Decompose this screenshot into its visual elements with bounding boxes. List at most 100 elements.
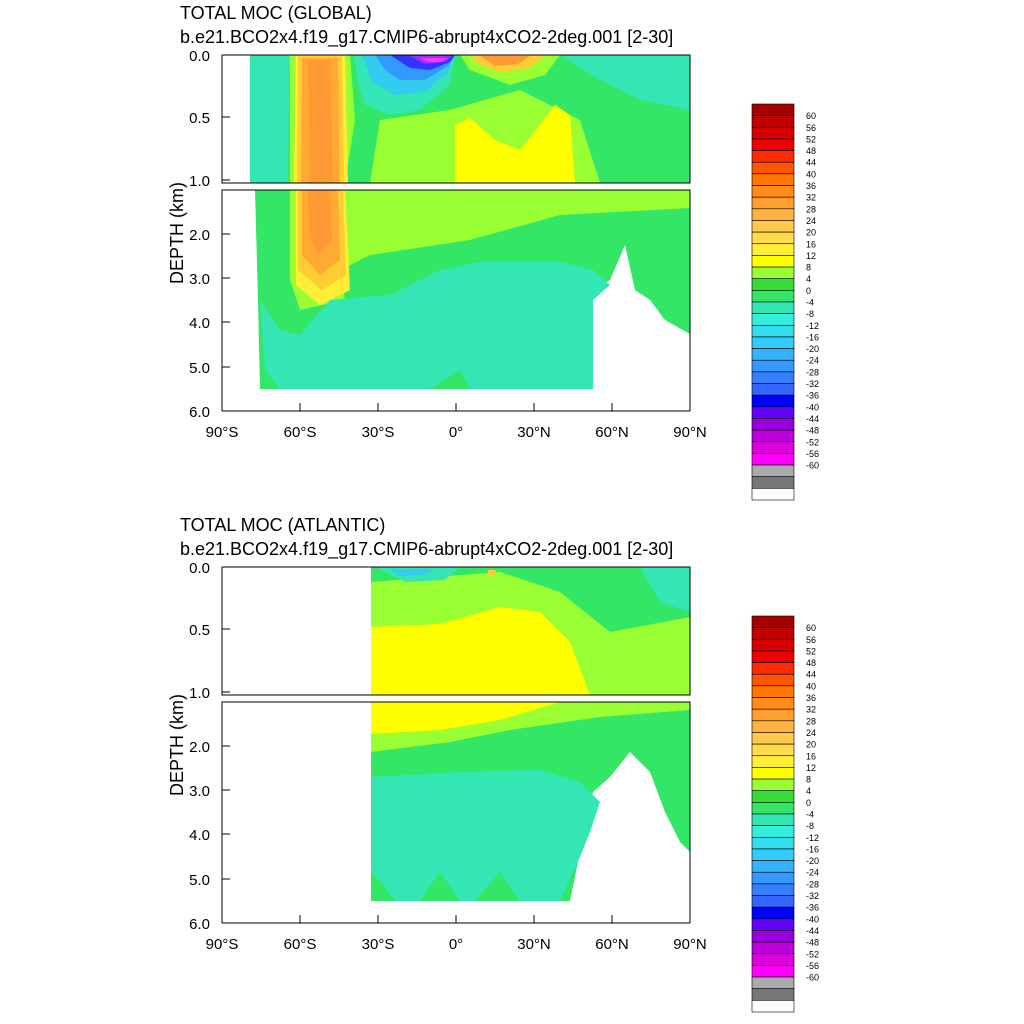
y-tick-label: 0.0 <box>189 48 210 65</box>
y-ticks-lower: 2.0 3.0 4.0 5.0 6.0 <box>189 739 230 933</box>
colorbar-swatch <box>751 988 795 1001</box>
field-20-to-24 <box>480 56 530 66</box>
field-20-to-24 <box>308 60 333 183</box>
colorbar-swatch <box>751 464 795 478</box>
colorbar-swatch <box>751 383 795 396</box>
lower-depth-field <box>222 190 690 411</box>
colorbar-label: -8 <box>806 309 814 319</box>
colorbar-label: 24 <box>806 728 816 738</box>
colorbar-label: -40 <box>806 402 819 412</box>
atlantic-moc-plot: DEPTH (km) 0.0 0.5 1.0 2.0 3.0 4.0 5.0 6… <box>167 560 819 1013</box>
colorbar-swatch <box>751 638 795 652</box>
field-8-to-12 <box>371 702 560 734</box>
colorbar-label: -24 <box>806 868 819 878</box>
colorbar-swatch <box>751 488 795 501</box>
y-axis-label: DEPTH (km) <box>167 694 187 796</box>
colorbar-swatch <box>751 848 795 861</box>
colorbar-label: -52 <box>806 437 819 447</box>
colorbar-swatch <box>751 208 795 221</box>
field-neg4-to-0 <box>250 55 290 183</box>
colorbar-label: 56 <box>806 123 816 133</box>
colorbar-swatch <box>751 290 795 303</box>
colorbar: 60565248444036322824201612840-4-8-12-16-… <box>751 615 819 1013</box>
colorbar-swatch <box>751 313 795 326</box>
colorbar-swatch <box>751 825 795 838</box>
y-axis-label: DEPTH (km) <box>167 182 187 284</box>
colorbar: 60565248444036322824201612840-4-8-12-16-… <box>751 103 819 501</box>
colorbar-swatch <box>751 231 795 245</box>
colorbar-label: -56 <box>806 961 819 971</box>
field-4-to-8 <box>290 190 690 310</box>
x-tick-label: 90°S <box>206 936 239 953</box>
colorbar-label: 0 <box>806 286 811 296</box>
colorbar-swatch <box>751 348 795 361</box>
colorbar-label: -16 <box>806 844 819 854</box>
colorbar-swatch <box>751 685 795 698</box>
colorbar-label: 56 <box>806 635 816 645</box>
x-tick-label: 0° <box>449 936 463 953</box>
colorbar-label: 4 <box>806 786 811 796</box>
colorbar-swatch <box>751 196 795 210</box>
x-tick-label: 60°N <box>595 936 629 953</box>
colorbar-swatch <box>751 720 795 733</box>
colorbar-label: -32 <box>806 379 819 389</box>
colorbar-label: -56 <box>806 449 819 459</box>
x-tick-label: 90°N <box>673 424 707 441</box>
colorbar-swatch <box>751 883 795 896</box>
colorbar-swatch <box>751 243 795 256</box>
colorbar-swatch <box>751 301 795 314</box>
chart-title: TOTAL MOC (GLOBAL) <box>180 3 372 23</box>
x-ticks: 90°S 60°S 30°S 0° 30°N 60°N 90°N <box>206 915 707 953</box>
colorbar-label: 20 <box>806 228 816 238</box>
colorbar-label: -28 <box>806 367 819 377</box>
colorbar-label: 36 <box>806 181 816 191</box>
field-neg4-to-0 <box>560 55 690 110</box>
y-tick-label: 0.0 <box>189 560 210 577</box>
x-tick-label: 30°S <box>362 424 395 441</box>
x-tick-label: 60°S <box>284 424 317 441</box>
colorbar-label: -60 <box>806 461 819 471</box>
field-20-to-24 <box>308 190 332 255</box>
colorbar-swatch <box>751 627 795 640</box>
y-ticks-lower: 2.0 3.0 4.0 5.0 6.0 <box>189 227 230 421</box>
colorbar-label: 44 <box>806 158 816 168</box>
y-tick-label: 6.0 <box>189 916 210 933</box>
colorbar-swatch <box>751 278 795 291</box>
colorbar-swatch <box>751 126 795 140</box>
colorbar-label: -52 <box>806 949 819 959</box>
colorbar-swatch <box>751 324 795 338</box>
field-12-to-16 <box>488 570 496 576</box>
y-tick-label: 1.0 <box>189 173 210 190</box>
colorbar-swatch <box>751 406 795 419</box>
upper-depth-field <box>222 55 690 183</box>
colorbar-swatch <box>751 115 795 128</box>
x-tick-label: 60°N <box>595 424 629 441</box>
colorbar-swatch <box>751 150 795 163</box>
colorbar-swatch <box>751 662 795 675</box>
colorbar-swatch <box>751 906 795 920</box>
colorbar-swatch <box>751 185 795 198</box>
colorbar-swatch <box>751 918 795 931</box>
colorbar-swatch <box>751 755 795 768</box>
colorbar-swatch <box>751 103 795 116</box>
colorbar-label: 48 <box>806 658 816 668</box>
chart-subtitle: b.e21.BCO2x4.f19_g17.CMIP6-abrupt4xCO2-2… <box>180 27 674 47</box>
colorbar-label: -20 <box>806 344 819 354</box>
colorbar-label: 12 <box>806 763 816 773</box>
colorbar-swatch <box>751 965 795 978</box>
colorbar-swatch <box>751 743 795 757</box>
colorbar-swatch <box>751 953 795 966</box>
colorbar-swatch <box>751 336 795 349</box>
colorbar-label: -40 <box>806 914 819 924</box>
colorbar-swatch <box>751 697 795 710</box>
colorbar-swatch <box>751 418 795 431</box>
colorbar-label: -28 <box>806 879 819 889</box>
field-8-to-12 <box>371 607 590 695</box>
y-tick-label: 5.0 <box>189 872 210 889</box>
colorbar-label: -48 <box>806 426 819 436</box>
colorbar-label: 32 <box>806 193 816 203</box>
colorbar-swatch <box>751 790 795 803</box>
x-tick-label: 90°N <box>673 936 707 953</box>
upper-depth-field <box>222 567 690 695</box>
colorbar-label: -4 <box>806 298 814 308</box>
